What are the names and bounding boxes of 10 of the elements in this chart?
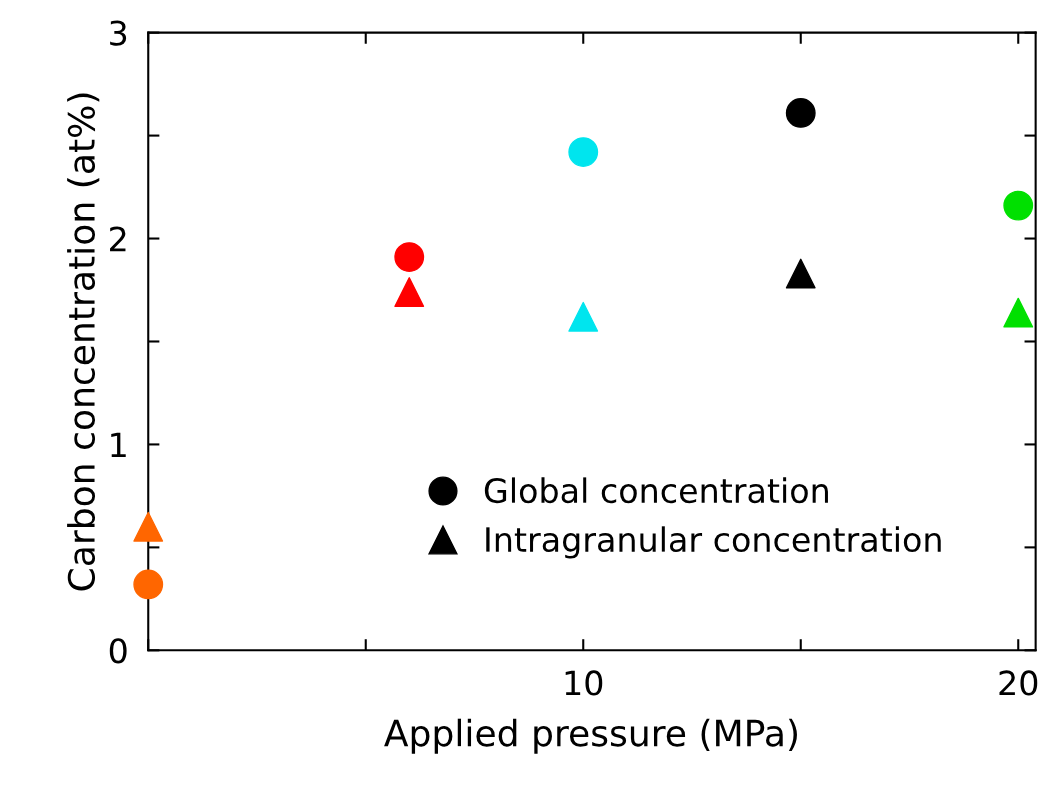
y-tick-label: 3 [110,20,127,46]
y-tick-label: 1 [111,432,126,458]
x-axis-title: Applied pressure (MPa) [384,718,797,754]
x-tick-label: 20 [999,670,1038,696]
y-axis-title: Carbon concentration (at%) [67,93,100,591]
legend-label: Global concentration [484,477,828,504]
x-tick-label: 10 [565,670,603,696]
y-tick-label: 0 [109,638,127,664]
y-tick-label: 2 [110,226,126,252]
legend-label: Intragranular concentration [486,526,941,559]
